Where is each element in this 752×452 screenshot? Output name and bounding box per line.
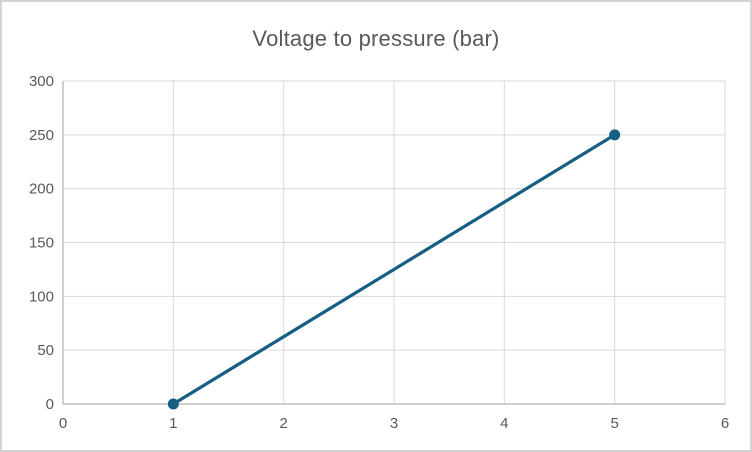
x-axis-tick-label: 5 xyxy=(610,415,618,432)
y-axis-tick-label: 250 xyxy=(29,127,54,144)
data-point-marker xyxy=(609,129,621,141)
data-point-marker xyxy=(167,398,179,410)
x-axis-tick-label: 4 xyxy=(500,415,508,432)
y-axis-tick-label: 200 xyxy=(29,181,54,198)
y-axis-tick-label: 100 xyxy=(29,288,54,305)
y-axis-tick-label: 150 xyxy=(29,235,54,252)
x-axis-tick-label: 6 xyxy=(721,415,729,432)
y-axis-tick-label: 0 xyxy=(46,396,54,413)
x-axis-tick-label: 3 xyxy=(390,415,398,432)
x-axis-tick-label: 2 xyxy=(279,415,287,432)
data-series-line xyxy=(171,133,617,406)
x-axis-tick-label: 1 xyxy=(169,415,177,432)
x-axis-tick-label: 0 xyxy=(59,415,67,432)
y-axis-tick-label: 50 xyxy=(37,342,54,359)
y-axis-tick-label: 300 xyxy=(29,73,54,90)
chart-title: Voltage to pressure (bar) xyxy=(252,26,500,51)
